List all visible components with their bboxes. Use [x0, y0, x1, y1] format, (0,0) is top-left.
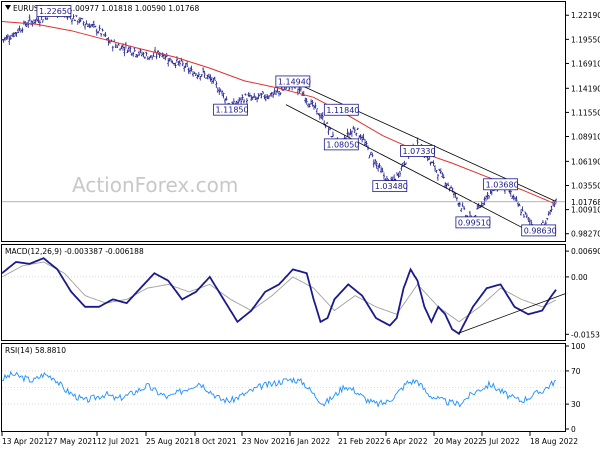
- price-tick-label: 1.00910: [571, 206, 600, 215]
- macd-axis: 0.006906 0.00 -0.015348: [565, 247, 600, 339]
- level-label: 1.11850: [216, 106, 249, 115]
- price-tick-label: 1.08910: [571, 133, 600, 142]
- level-box: [213, 103, 248, 116]
- price-tick-label: 1.03550: [571, 181, 600, 190]
- ohlc-readout: 1.00977 1.01818 1.00590 1.01768: [68, 4, 199, 13]
- level-label: 1.08050: [326, 140, 359, 149]
- level-box: [483, 178, 519, 191]
- x-tick-label: 23 Nov 2021: [242, 437, 290, 446]
- x-tick-label: 12 Jul 2021: [97, 437, 140, 446]
- macd-pane-frame: [1, 244, 566, 341]
- price-title: EURUSD,Daily 1.00977 1.01818 1.00590 1.0…: [5, 4, 199, 13]
- price-axis: 1.22190 1.19550 1.16910 1.14190 1.11550 1.089…: [565, 11, 600, 239]
- level-box: [323, 103, 359, 116]
- price-tick-label: 1.16910: [571, 59, 600, 68]
- x-tick-label: 6 Jan 2022: [290, 437, 330, 446]
- rsi-line: [1, 370, 557, 408]
- x-tick-label: 20 May 2022: [434, 437, 483, 446]
- rsi-tick-label: 0: [571, 425, 576, 434]
- level-box: [275, 75, 311, 88]
- moving-average-line: [1, 21, 557, 205]
- x-axis: 13 Apr 2021 27 May 2021 12 Jul 2021 25 Aug …: [1, 432, 578, 446]
- macd-main-line: [1, 257, 557, 336]
- level-label: 1.14940: [278, 77, 311, 86]
- x-tick-label: 13 Apr 2021: [2, 437, 49, 446]
- x-tick-label: 8 Oct 2021: [195, 437, 237, 446]
- last-price-box: [566, 196, 599, 207]
- level-box: [372, 180, 408, 193]
- level-label: 0.98630: [524, 226, 557, 235]
- level-box: [323, 138, 359, 151]
- rsi-axis: 100 70 30 0: [565, 342, 586, 434]
- price-tick-label: 1.22190: [571, 11, 600, 20]
- x-tick-label: 25 Aug 2021: [146, 437, 194, 446]
- level-box: [36, 5, 72, 17]
- ma-line-path: [1, 21, 557, 205]
- price-tick-label: 1.11550: [571, 108, 600, 117]
- macd-tick-label: 0.006906: [571, 247, 600, 256]
- price-tick-label: 1.14190: [571, 84, 600, 93]
- macd-lines: [1, 257, 566, 336]
- last-price-line: 1.01768: [2, 196, 600, 207]
- level-label: 1.11840: [326, 106, 359, 115]
- price-tick-label: 1.19550: [571, 35, 600, 44]
- x-tick-label: 21 Feb 2022: [338, 437, 385, 446]
- rsi-tick-label: 100: [571, 342, 586, 351]
- macd-tick-label: -0.015348: [571, 330, 600, 339]
- price-tick-label: 1.06190: [571, 157, 600, 166]
- x-tick-label: 5 Jul 2022: [482, 437, 520, 446]
- level-label: 0.99510: [458, 218, 491, 227]
- channel-lower-line: [285, 104, 539, 237]
- level-label: 1.03680: [486, 180, 519, 189]
- watermark: ActionForex.com: [72, 173, 238, 197]
- level-box: [400, 145, 435, 157]
- rsi-lines: [1, 370, 565, 408]
- level-label: 1.22650: [39, 7, 72, 16]
- rsi-title: RSI(14) 58.8810: [5, 346, 66, 355]
- level-box: [455, 216, 491, 229]
- x-tick-label: 27 May 2021: [48, 437, 97, 446]
- level-label: 1.07330: [403, 147, 436, 156]
- last-price-label: 1.01768: [571, 198, 600, 207]
- level-labels: 1.22650 1.14940 1.11850 1.11840 1.08050 1.073…: [36, 5, 557, 237]
- level-box: [521, 224, 557, 237]
- level-label: 1.03480: [375, 182, 408, 191]
- macd-tick-label: 0.00: [571, 273, 588, 282]
- x-tick-label: 18 Aug 2022: [530, 437, 578, 446]
- rsi-tick-label: 30: [571, 400, 581, 409]
- macd-trendline: [458, 293, 566, 334]
- collapse-triangle-icon: [5, 5, 11, 10]
- macd-title: MACD(12,26,9) -0.003387 -0.006188: [5, 247, 144, 256]
- rsi-tick-label: 70: [571, 367, 581, 376]
- macd-signal-line: [1, 261, 557, 323]
- price-tick-label: 0.98270: [571, 230, 600, 239]
- x-tick-label: 6 Apr 2022: [386, 437, 428, 446]
